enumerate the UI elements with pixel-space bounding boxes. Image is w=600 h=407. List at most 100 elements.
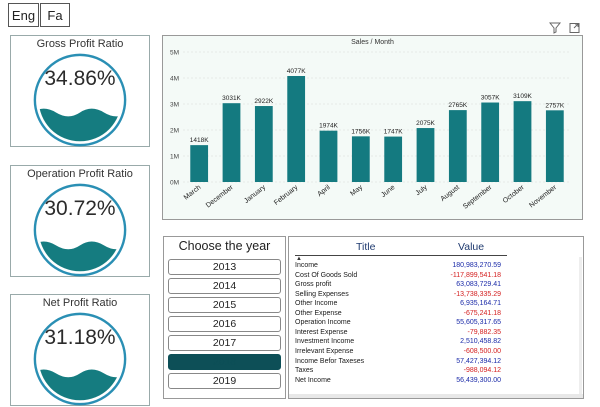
data-label: 4077K	[287, 68, 306, 75]
table-row[interactable]: Income Befor Taxeses 57,427,394.12	[295, 357, 501, 367]
bar-february[interactable]	[287, 75, 306, 182]
table-row[interactable]: Other Expense -675,241.18	[295, 309, 501, 319]
x-tick-label: January	[243, 184, 267, 205]
data-label: 3057K	[481, 95, 500, 102]
gauge-icon	[33, 53, 127, 147]
bar-may[interactable]	[351, 136, 370, 182]
x-tick-label: April	[316, 184, 332, 198]
data-label: 2922K	[254, 98, 273, 105]
row-title: Investment Income	[295, 338, 355, 346]
table-row[interactable]: Income 180,983,270.59	[295, 261, 501, 271]
year-option-2019[interactable]: 2019	[168, 373, 281, 389]
horizontal-scrollbar[interactable]	[289, 394, 583, 398]
x-tick-label: July	[415, 184, 430, 197]
bar-january[interactable]	[254, 106, 273, 182]
lang-farsi-button[interactable]: Fa	[40, 3, 70, 27]
row-title: Income	[295, 262, 318, 269]
year-option-2014[interactable]: 2014	[168, 278, 281, 294]
chart-title: Sales / Month	[351, 39, 394, 46]
x-tick-label: September	[462, 184, 494, 211]
x-tick-label: March	[183, 184, 203, 202]
filter-icon[interactable]	[549, 22, 562, 34]
kpi-card-gross-profit: Gross Profit Ratio 34.86%	[10, 35, 150, 147]
kpi-value: 31.18%	[44, 326, 116, 349]
column-header-value[interactable]: Value	[458, 241, 485, 253]
row-title: Other Expense	[295, 309, 342, 317]
table-row[interactable]: Operation Income 55,605,317.65	[295, 318, 501, 328]
kpi-title: Gross Profit Ratio	[36, 38, 124, 50]
table-row[interactable]: Gross profit 63,083,729.41	[295, 280, 501, 290]
income-statement-table: Title Value ▲ Income 180,983,270.59 Cost O…	[288, 236, 584, 399]
year-option-2015[interactable]: 2015	[168, 297, 281, 313]
row-title: Taxes	[295, 367, 314, 375]
row-value: 63,083,729.41	[456, 281, 501, 289]
x-tick-label: December	[205, 184, 235, 210]
data-label: 3031K	[222, 95, 241, 102]
y-tick-label: 3M	[170, 102, 179, 109]
table-row[interactable]: Other Income 6,935,164.71	[295, 299, 501, 309]
row-value: -988,094.12	[463, 367, 501, 375]
vertical-scrollbar[interactable]	[579, 257, 582, 395]
row-value: -117,899,541.18	[450, 271, 501, 279]
bar-december[interactable]	[222, 103, 241, 182]
row-value: 6,935,164.71	[460, 300, 501, 308]
row-title: Operation Income	[295, 319, 351, 327]
table-row[interactable]: Investment Income 2,510,458.82	[295, 337, 501, 347]
bar-september[interactable]	[481, 102, 500, 182]
x-tick-label: June	[380, 184, 396, 199]
bar-july[interactable]	[416, 128, 435, 182]
row-value: -675,241.18	[463, 309, 501, 317]
kpi-card-net-profit: Net Profit Ratio 31.18%	[10, 294, 150, 406]
row-value: -79,882.35	[467, 328, 501, 336]
year-option-2013[interactable]: 2013	[168, 259, 281, 275]
data-label: 1747K	[384, 129, 403, 136]
year-option-2018[interactable]: 2018	[168, 354, 281, 370]
table-row[interactable]: Irrelevant Expense -608,500.00	[295, 347, 501, 357]
row-value: -608,500.00	[463, 347, 501, 355]
year-option-2016[interactable]: 2016	[168, 316, 281, 332]
table-row[interactable]: Selling Expenses -13,738,335.29	[295, 290, 501, 300]
column-header-title[interactable]: Title	[356, 241, 376, 253]
y-tick-label: 5M	[170, 50, 179, 57]
x-tick-label: August	[440, 184, 462, 203]
chart-canvas: 0M 1M 2M 3M 4M 5M 1418K March 3031K December 2922K…	[170, 50, 571, 211]
row-value: 55,605,317.65	[456, 319, 501, 327]
bar-june[interactable]	[384, 136, 403, 182]
data-label: 1974K	[319, 123, 338, 130]
year-slicer-title: Choose the year	[178, 239, 271, 253]
expand-icon[interactable]	[569, 23, 580, 33]
data-label: 1418K	[190, 137, 209, 144]
x-tick-label: November	[528, 184, 558, 210]
data-label: 2075K	[416, 120, 435, 127]
kpi-card-operation-profit: Operation Profit Ratio 30.72%	[10, 165, 150, 277]
data-label: 2757K	[545, 102, 564, 109]
sales-month-chart: Sales / Month 0M 1M 2M 3M 4M 5M 1418K March 3031…	[162, 35, 583, 220]
lang-english-button[interactable]: Eng	[8, 3, 39, 27]
y-tick-label: 4M	[170, 76, 179, 83]
row-value: -13,738,335.29	[453, 290, 501, 298]
table-row[interactable]: Interest Expense -79,882.35	[295, 328, 501, 338]
year-option-2017[interactable]: 2017	[168, 335, 281, 351]
row-title: Other Income	[295, 300, 338, 308]
bar-august[interactable]	[448, 110, 467, 182]
table-row[interactable]: Taxes -988,094.12	[295, 366, 501, 376]
table-row[interactable]: Cost Of Goods Sold -117,899,541.18	[295, 271, 501, 281]
x-tick-label: October	[502, 184, 526, 205]
data-label: 1756K	[351, 128, 370, 135]
bar-october[interactable]	[513, 101, 532, 182]
sort-arrow-icon[interactable]: ▲	[296, 256, 302, 262]
header-divider	[295, 255, 507, 256]
bar-march[interactable]	[190, 145, 209, 182]
row-title: Interest Expense	[295, 328, 348, 336]
kpi-title: Net Profit Ratio	[42, 297, 118, 309]
row-title: Net Income	[295, 376, 331, 384]
bar-november[interactable]	[545, 110, 564, 182]
row-title: Selling Expenses	[295, 290, 349, 298]
bar-april[interactable]	[319, 130, 338, 182]
gauge-icon	[33, 312, 127, 406]
data-label: 2765K	[448, 102, 467, 109]
table-row[interactable]: Net Income 56,439,300.00	[295, 376, 501, 386]
gauge-icon	[33, 183, 127, 277]
visual-header-icons	[549, 22, 580, 34]
y-tick-label: 2M	[170, 128, 179, 135]
